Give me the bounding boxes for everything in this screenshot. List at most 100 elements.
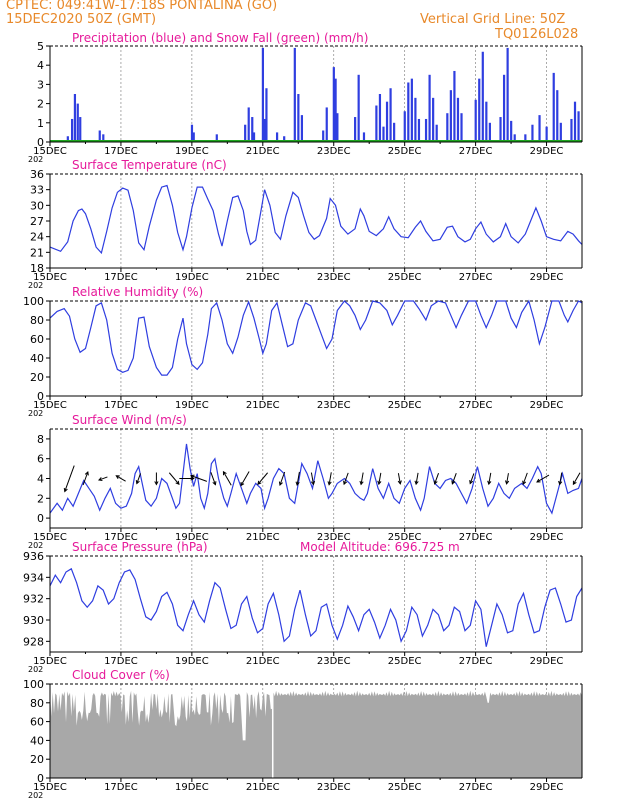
x-tick-label: 17DEC	[104, 400, 138, 411]
precip-bar	[76, 103, 79, 142]
precip-bar	[215, 134, 218, 142]
precip-bar	[357, 74, 360, 142]
panel-title: Surface Temperature (nC)	[72, 158, 227, 172]
precip-bar	[453, 70, 456, 142]
x-tick-label: 23DEC	[317, 272, 351, 283]
wind-arrow	[397, 473, 402, 485]
x-tick-label: 29DEC	[530, 400, 564, 411]
wind-arrow-head	[97, 477, 103, 482]
x-tick-label: 27DEC	[459, 782, 493, 793]
y-tick-label: 0	[37, 512, 44, 525]
y-tick-label: 932	[23, 593, 44, 606]
wind-arrow-shaft	[397, 473, 401, 484]
precip-bar	[510, 120, 513, 142]
x-tick-label: 29DEC	[530, 656, 564, 667]
wind-arrow-head	[522, 480, 527, 486]
precip-bar	[261, 47, 264, 142]
wind-arrow	[327, 472, 332, 486]
precip-bar	[362, 132, 366, 142]
header-code: TQ0126L028	[495, 27, 579, 42]
precip-bar	[190, 124, 194, 142]
x-tick-label: 23DEC	[317, 400, 351, 411]
x-tick-label: 15DEC	[33, 146, 67, 157]
panel-title: Relative Humidity (%)	[72, 285, 203, 299]
year-label: 202	[28, 665, 43, 674]
wind-arrow-head	[190, 476, 195, 481]
y-tick-label: 18	[30, 262, 44, 275]
wind-arrow	[154, 472, 159, 486]
precip-bar	[506, 47, 509, 142]
y-tick-label: 60	[30, 333, 44, 346]
x-tick-label: 23DEC	[317, 782, 351, 793]
wind-arrow-head	[451, 480, 456, 485]
panel-3	[46, 428, 583, 532]
panel-5	[46, 683, 583, 782]
wind-arrow-shaft	[536, 474, 550, 483]
precip-bar	[293, 47, 296, 142]
wind-arrow	[433, 472, 440, 485]
wind-arrow	[295, 471, 300, 487]
precip-bar	[410, 78, 413, 142]
precip-bar	[382, 126, 385, 142]
x-tick-label: 23DEC	[317, 656, 351, 667]
y-tick-label: 21	[30, 246, 44, 259]
x-tick-label: 19DEC	[175, 146, 209, 157]
wind-arrow-shaft	[210, 472, 216, 485]
precip-bar	[577, 111, 580, 142]
precip-bar	[334, 78, 337, 142]
wind-arrow-shaft	[64, 465, 75, 492]
y-tick-label: 2	[37, 98, 44, 111]
cloud-cover-area	[50, 690, 582, 778]
wind-arrow-shaft	[378, 472, 382, 485]
precip-bar	[531, 124, 534, 142]
precip-bar	[481, 51, 484, 143]
y-tick-label: 0	[37, 390, 44, 403]
precip-bar	[393, 122, 396, 142]
y-tick-label: 4	[37, 59, 44, 72]
wind-arrow-shaft	[116, 475, 126, 482]
wind-arrow-head	[310, 480, 316, 486]
x-tick-label: 21DEC	[246, 782, 280, 793]
wind-arrow-shaft	[469, 473, 475, 484]
wind-arrow-shaft	[223, 471, 232, 486]
precip-bar	[403, 111, 406, 142]
wind-arrow-shaft	[522, 472, 528, 485]
y-tick-label: 100	[23, 678, 44, 691]
wind-arrow-shaft	[279, 471, 286, 486]
wind-arrow	[278, 471, 286, 486]
panel-1	[46, 173, 583, 272]
wind-arrow	[343, 472, 349, 486]
x-tick-label: 17DEC	[104, 146, 138, 157]
y-tick-label: 6	[37, 453, 44, 466]
x-tick-label: 21DEC	[246, 532, 280, 543]
wind-arrow	[179, 476, 195, 481]
x-tick-label: 25DEC	[388, 532, 422, 543]
panel-0	[46, 45, 583, 146]
y-tick-label: 40	[30, 352, 44, 365]
y-tick-label: 8	[37, 433, 44, 446]
precip-bar	[460, 113, 463, 142]
y-tick-label: 100	[23, 295, 44, 308]
precip-bar	[336, 113, 339, 142]
header-date: 15DEC2020 50Z (GMT)	[6, 12, 157, 27]
series-line	[49, 567, 583, 647]
wind-arrow-head	[135, 480, 140, 485]
x-tick-label: 29DEC	[530, 272, 564, 283]
series-line	[49, 184, 583, 255]
precip-bar	[432, 97, 435, 142]
y-tick-label: 934	[23, 571, 44, 584]
precip-bar	[354, 117, 357, 142]
wind-arrow-head	[222, 470, 227, 476]
wind-arrow-shaft	[572, 472, 581, 485]
wind-arrow-head	[359, 480, 364, 486]
wind-arrow	[63, 465, 75, 493]
x-tick-label: 29DEC	[530, 782, 564, 793]
wind-arrow	[414, 472, 419, 486]
precip-bar	[499, 117, 502, 142]
precip-bar	[435, 124, 438, 142]
x-tick-label: 19DEC	[175, 272, 209, 283]
y-tick-label: 1	[37, 117, 44, 130]
series-line	[49, 299, 583, 376]
precip-bar	[524, 134, 527, 142]
